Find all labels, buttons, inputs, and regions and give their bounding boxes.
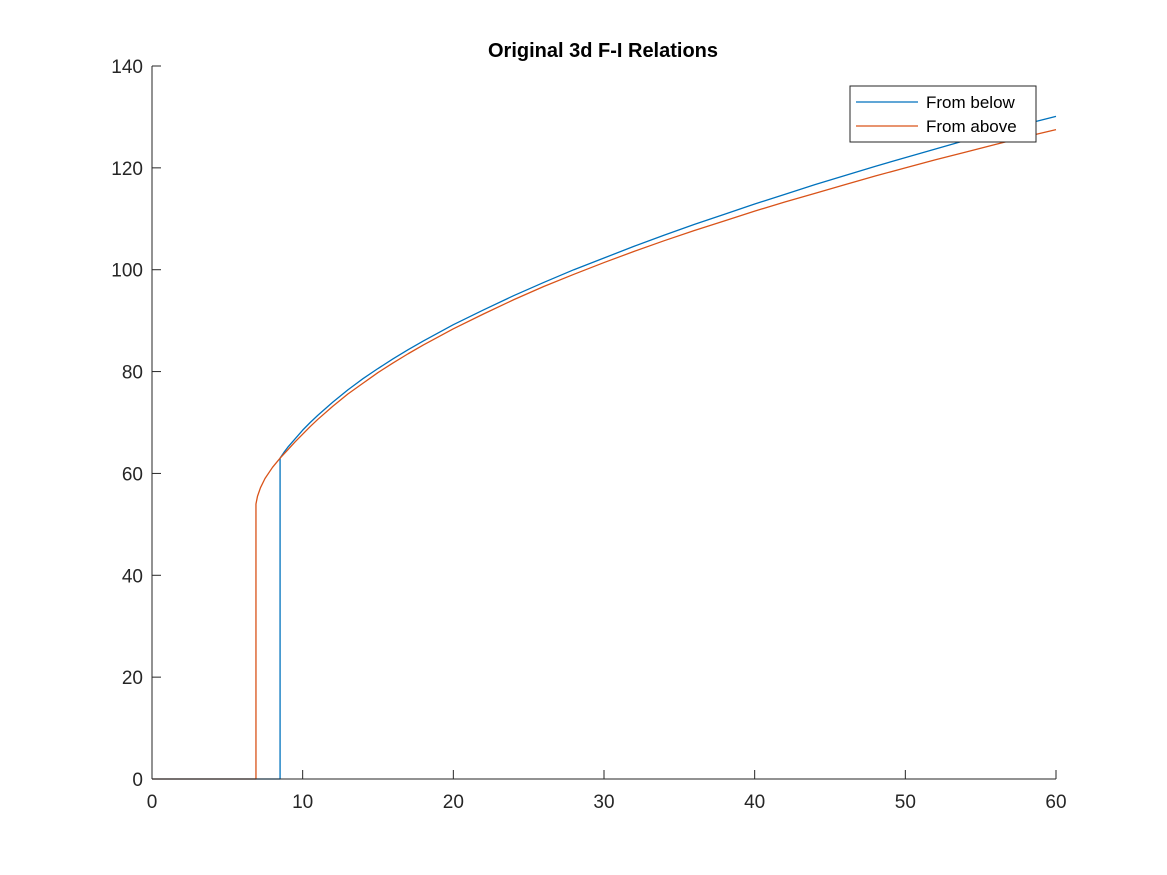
x-tick-label: 10 [292,792,313,813]
y-tick-label: 140 [111,57,143,78]
y-tick-label: 0 [132,770,143,791]
legend-label: From below [926,93,1016,112]
x-tick-label: 50 [895,792,916,813]
x-tick-label: 20 [443,792,464,813]
axes-layer: 0 10 20 30 40 50 60 0 20 40 60 80 100 120 140 [111,57,1066,813]
y-tick-label: 20 [122,668,143,689]
y-tick-label: 60 [122,464,143,485]
series-layer [152,115,1057,780]
y-tick-label: 120 [111,159,143,180]
x-tick-label: 40 [744,792,765,813]
x-tick-label: 0 [147,792,158,813]
y-tick-label: 40 [122,566,143,587]
legend: From below From above [849,85,1037,143]
series-line-from-below [152,115,1057,780]
y-tick-label: 100 [111,261,143,282]
legend-box [849,85,1037,143]
x-tick-label: 60 [1045,792,1066,813]
chart-title: Original 3d F-I Relations [488,40,718,62]
legend-label: From above [926,117,1017,136]
x-tick-label: 30 [593,792,614,813]
series-line-from-above [152,129,1057,780]
y-tick-label: 80 [122,363,143,384]
